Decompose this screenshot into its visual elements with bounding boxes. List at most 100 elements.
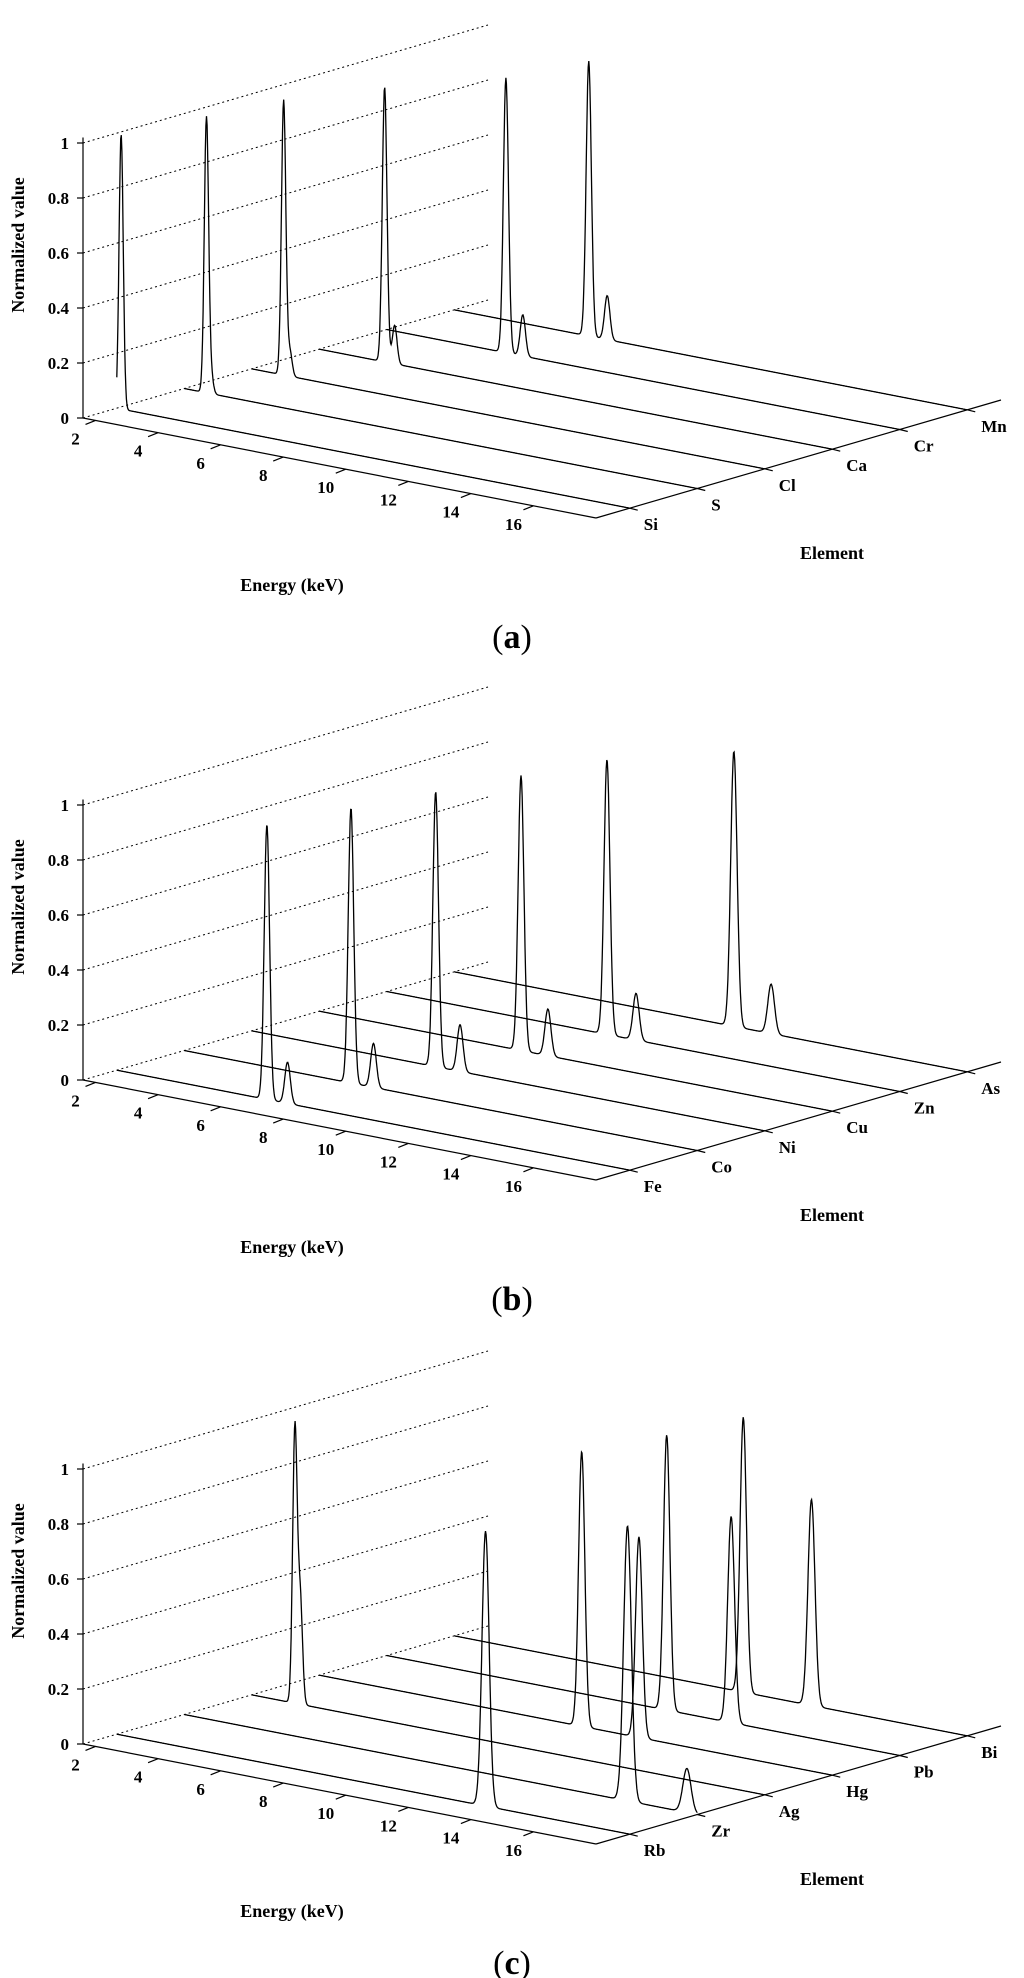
x-tick (398, 1142, 409, 1148)
x-tick (523, 1167, 534, 1173)
panel-label: (c) (493, 1945, 531, 1978)
series-line-Cl (251, 99, 765, 470)
x-tick-label: 8 (259, 1792, 268, 1811)
z-tick-label: Ag (779, 1802, 800, 1821)
x-tick (398, 480, 409, 486)
y-axis-title: Normalized value (8, 1503, 28, 1638)
gridline-left (82, 1625, 489, 1745)
z-tick (899, 1090, 908, 1095)
z-tick (967, 409, 976, 413)
x-tick (85, 419, 96, 425)
x-tick (460, 493, 472, 499)
y-tick-label: 0.8 (48, 851, 69, 870)
series-line-Zn (386, 759, 900, 1093)
x-tick (335, 1130, 346, 1136)
z-tick-label: S (711, 496, 720, 515)
z-tick-label: Cr (914, 437, 934, 456)
x-tick (335, 468, 346, 474)
gridline-left (82, 189, 489, 309)
y-tick-label: 0.2 (48, 1016, 69, 1035)
x-tick (460, 1819, 472, 1825)
panel-label: (b) (491, 1281, 533, 1318)
series-line-Rb (116, 1530, 630, 1835)
x-tick-label: 4 (134, 442, 143, 461)
x-tick-label: 6 (196, 1780, 205, 1799)
series-line-Cu (319, 775, 833, 1112)
y-tick-label: 1 (61, 796, 70, 815)
gridline-left (82, 1350, 489, 1470)
x-tick-label: 10 (317, 1140, 334, 1159)
x-tick-label: 2 (71, 1091, 80, 1110)
z-tick-label: Fe (644, 1177, 662, 1196)
series-line-Ca (319, 87, 833, 450)
z-tick (967, 1071, 976, 1075)
panel-label: (a) (492, 619, 532, 656)
z-tick-label: As (981, 1079, 1000, 1098)
gridlines (82, 686, 489, 1081)
z-tick (629, 507, 638, 511)
y-tick-label: 0.8 (48, 189, 69, 208)
z-tick (697, 1813, 706, 1818)
x-tick-label: 16 (505, 515, 522, 534)
series-line-Zr (184, 1524, 698, 1814)
z-axis-title: Element (800, 1205, 864, 1225)
z-tick-label: Ni (779, 1138, 796, 1157)
z-axis-line (595, 399, 1002, 519)
z-tick-label: Zr (711, 1822, 730, 1841)
x-tick-label: 12 (380, 490, 397, 509)
y-axis-title: Normalized value (8, 839, 28, 974)
x-tick-label: 12 (380, 1152, 397, 1171)
x-axis-line (82, 1743, 597, 1845)
x-axis-line (82, 1079, 597, 1181)
series-line-Fe (116, 825, 630, 1171)
z-axis-title: Element (800, 1869, 864, 1889)
z-tick-label: Mn (981, 417, 1007, 436)
y-tick-label: 0 (61, 1735, 70, 1754)
y-tick-label: 1 (61, 1460, 70, 1479)
gridline-left (82, 1570, 489, 1690)
y-tick-label: 0 (61, 1071, 70, 1090)
z-tick (832, 1110, 841, 1114)
series-line-Si (116, 134, 630, 509)
x-tick (210, 1770, 221, 1776)
z-tick (899, 428, 908, 433)
x-tick-label: 14 (442, 1165, 460, 1184)
x-tick-label: 4 (134, 1768, 143, 1787)
x-tick-label: 2 (71, 429, 80, 448)
x-tick (85, 1081, 96, 1087)
x-tick-label: 16 (505, 1177, 522, 1196)
z-tick (697, 1149, 706, 1154)
gridline-left (82, 1405, 489, 1525)
z-axis-line (595, 1061, 1002, 1181)
x-tick (398, 1806, 409, 1812)
x-tick (523, 505, 534, 511)
x-tick-label: 14 (442, 503, 460, 522)
y-tick-label: 0.6 (48, 906, 69, 925)
series-line-As (454, 750, 968, 1073)
x-tick (272, 456, 284, 462)
x-axis-line (82, 417, 597, 519)
y-tick-label: 0.6 (48, 1570, 69, 1589)
z-tick (832, 1774, 841, 1778)
x-tick (210, 444, 221, 450)
x-tick-label: 6 (196, 1116, 205, 1135)
x-tick (272, 1118, 284, 1124)
y-tick-label: 0.2 (48, 1680, 69, 1699)
z-tick-label: Hg (846, 1782, 868, 1801)
x-axis-title: Energy (keV) (240, 1901, 343, 1922)
series-line-Bi (454, 1417, 968, 1737)
x-tick (335, 1794, 346, 1800)
y-tick-label: 1 (61, 134, 70, 153)
z-tick-label: Ca (846, 456, 867, 475)
z-axis-title: Element (800, 543, 864, 563)
x-tick-label: 8 (259, 1128, 268, 1147)
x-tick (85, 1745, 96, 1751)
z-axis-line (595, 1725, 1002, 1845)
x-axis-title: Energy (keV) (240, 1237, 343, 1258)
series-group (116, 750, 968, 1171)
y-tick-label: 0 (61, 409, 70, 428)
gridline-left (82, 741, 489, 861)
z-tick (899, 1754, 908, 1759)
